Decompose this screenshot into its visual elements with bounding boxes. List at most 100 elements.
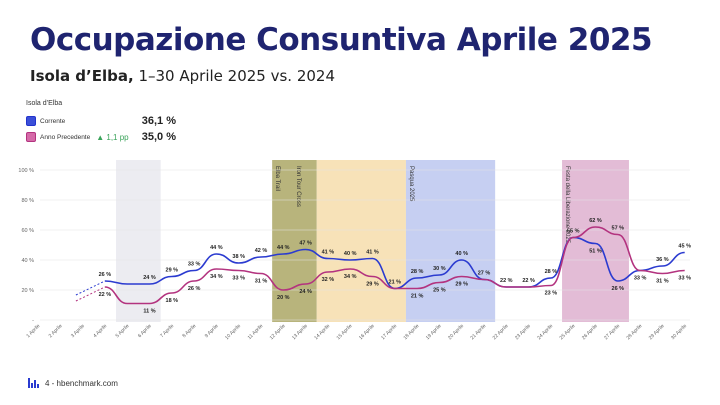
y-tick-label: 20 % bbox=[21, 288, 34, 294]
data-label: 32 % bbox=[322, 277, 335, 283]
event-band bbox=[272, 160, 317, 322]
x-tick-label: 22 Aprile bbox=[492, 323, 510, 341]
data-label: 41 % bbox=[322, 250, 335, 256]
legend-title: Isola d’Elba bbox=[26, 100, 63, 107]
x-tick-label: 28 Aprile bbox=[626, 323, 644, 341]
subtitle-period: 1–30 Aprile 2025 vs. 2024 bbox=[138, 67, 335, 85]
event-band bbox=[316, 160, 406, 322]
data-label: 44 % bbox=[210, 245, 223, 251]
data-label: 33 % bbox=[634, 276, 647, 282]
x-tick-label: 29 Aprile bbox=[648, 323, 666, 341]
hbenchmark-logo-icon bbox=[28, 378, 39, 388]
data-label: 21 % bbox=[389, 280, 402, 286]
data-label: 22 % bbox=[99, 292, 112, 298]
data-label: 28 % bbox=[545, 269, 558, 275]
data-label: 40 % bbox=[455, 251, 468, 257]
y-tick-label: 60 % bbox=[21, 228, 34, 234]
data-label: 41 % bbox=[366, 250, 379, 256]
y-tick-label: 80 % bbox=[21, 198, 34, 204]
event-band-label: Pasqua 2025 bbox=[408, 166, 414, 202]
x-tick-label: 10 Aprile bbox=[224, 323, 242, 341]
subtitle-location: Isola d’Elba, bbox=[30, 67, 134, 85]
x-tick-label: 17 Aprile bbox=[380, 323, 398, 341]
data-label: 27 % bbox=[478, 271, 491, 277]
data-label: 38 % bbox=[232, 254, 245, 260]
data-label: 29 % bbox=[366, 282, 379, 288]
event-band-label: Iron Tour Cross bbox=[295, 166, 301, 207]
previous-swatch-icon bbox=[26, 132, 36, 142]
x-tick-label: 6 Aprile bbox=[137, 323, 153, 339]
legend-item-previous[interactable]: Anno Precedente ▲ 1,1 pp 35,0 % bbox=[26, 129, 186, 145]
y-tick-label: 100 % bbox=[18, 168, 34, 174]
page-subtitle: Isola d’Elba, 1–30 Aprile 2025 vs. 2024 bbox=[30, 67, 335, 85]
x-tick-label: 16 Aprile bbox=[358, 323, 376, 341]
data-label: 24 % bbox=[143, 275, 156, 281]
series-line-previous bbox=[104, 226, 685, 305]
x-tick-label: 20 Aprile bbox=[447, 323, 465, 341]
x-tick-label: 11 Aprile bbox=[247, 323, 265, 341]
x-tick-label: 4 Aprile bbox=[92, 323, 108, 339]
x-tick-label: 14 Aprile bbox=[313, 323, 331, 341]
y-tick-label: 40 % bbox=[21, 258, 34, 264]
x-tick-label: 26 Aprile bbox=[581, 323, 599, 341]
x-tick-label: 2 Aprile bbox=[48, 323, 64, 339]
x-tick-label: 7 Aprile bbox=[159, 323, 175, 339]
data-label: 24 % bbox=[299, 289, 312, 295]
data-label: 47 % bbox=[299, 241, 312, 247]
data-label: 22 % bbox=[522, 278, 535, 284]
x-tick-label: 13 Aprile bbox=[291, 323, 309, 341]
data-label: 36 % bbox=[656, 257, 669, 263]
legend-item-current[interactable]: Corrente 36,1 % bbox=[26, 113, 186, 129]
event-band bbox=[405, 160, 496, 322]
x-tick-label: 25 Aprile bbox=[559, 323, 577, 341]
x-tick-label: 24 Aprile bbox=[536, 323, 554, 341]
data-label: 42 % bbox=[255, 248, 268, 254]
legend-label-current: Corrente bbox=[40, 117, 66, 125]
footer-text: 4 - hbenchmark.com bbox=[45, 378, 118, 388]
x-tick-label: 19 Aprile bbox=[425, 323, 443, 341]
event-band-label: Elba Trail bbox=[274, 166, 280, 191]
current-swatch-icon bbox=[26, 116, 36, 126]
data-label: 25 % bbox=[433, 288, 446, 294]
data-label: 55 % bbox=[567, 229, 580, 235]
data-label: 44 % bbox=[277, 245, 290, 251]
x-tick-label: 27 Aprile bbox=[603, 323, 621, 341]
data-label: 33 % bbox=[232, 276, 245, 282]
data-label: 21 % bbox=[411, 294, 424, 300]
data-label: 18 % bbox=[166, 298, 179, 304]
data-label: 31 % bbox=[656, 279, 669, 285]
data-label: 22 % bbox=[500, 278, 513, 284]
x-tick-label: 21 Aprile bbox=[469, 323, 487, 341]
data-label: 29 % bbox=[166, 268, 179, 274]
x-tick-label: 30 Aprile bbox=[670, 323, 688, 341]
event-band bbox=[562, 160, 629, 322]
event-band-label: Festa della Liberazione 2025 bbox=[564, 166, 570, 244]
data-label: 30 % bbox=[433, 266, 446, 272]
legend-value-previous: 35,0 % bbox=[141, 131, 176, 143]
data-label: 20 % bbox=[277, 295, 290, 301]
footer: 4 - hbenchmark.com bbox=[28, 378, 118, 388]
page-title: Occupazione Consuntiva Aprile 2025 bbox=[30, 22, 653, 58]
legend: Isola d’Elba Corrente 36,1 % Anno Preced… bbox=[26, 100, 186, 145]
event-band bbox=[116, 160, 161, 322]
data-label: 33 % bbox=[678, 276, 691, 282]
data-label: 26 % bbox=[99, 272, 112, 278]
data-label: 62 % bbox=[589, 218, 602, 224]
legend-label-previous: Anno Precedente bbox=[40, 133, 91, 141]
data-label: 23 % bbox=[545, 291, 558, 297]
x-tick-label: 12 Aprile bbox=[269, 323, 287, 341]
legend-delta: ▲ 1,1 pp bbox=[96, 132, 129, 142]
data-label: 57 % bbox=[612, 226, 625, 232]
data-label: 26 % bbox=[612, 286, 625, 292]
x-tick-label: 1 Aprile bbox=[25, 323, 41, 339]
data-label: 40 % bbox=[344, 251, 357, 257]
data-label: 34 % bbox=[210, 274, 223, 280]
data-label: 11 % bbox=[143, 309, 155, 315]
series-lead-in bbox=[75, 280, 106, 296]
series-lead-in bbox=[75, 286, 106, 302]
x-tick-label: 5 Aprile bbox=[115, 323, 131, 339]
data-label: 45 % bbox=[678, 244, 691, 250]
x-tick-label: 9 Aprile bbox=[204, 323, 220, 339]
data-label: 26 % bbox=[188, 286, 201, 292]
y-tick-label: - bbox=[32, 318, 34, 324]
